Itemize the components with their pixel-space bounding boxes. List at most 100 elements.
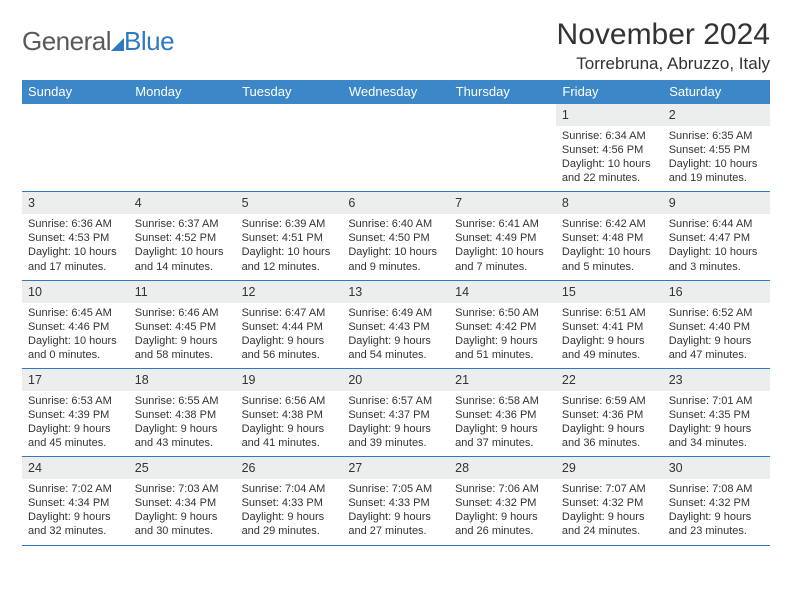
sunrise-text: Sunrise: 6:57 AM — [348, 394, 443, 408]
day-number: 16 — [663, 281, 770, 303]
sunset-text: Sunset: 4:34 PM — [135, 496, 230, 510]
daylight-text: Daylight: 10 hours and 7 minutes. — [455, 245, 550, 273]
sunset-text: Sunset: 4:49 PM — [455, 231, 550, 245]
sunrise-text: Sunrise: 6:59 AM — [562, 394, 657, 408]
sunset-text: Sunset: 4:45 PM — [135, 320, 230, 334]
calendar-week: 24Sunrise: 7:02 AMSunset: 4:34 PMDayligh… — [22, 457, 770, 545]
sunset-text: Sunset: 4:43 PM — [348, 320, 443, 334]
day-header: Tuesday — [236, 80, 343, 104]
sunrise-text: Sunrise: 6:41 AM — [455, 217, 550, 231]
logo-triangle-icon — [111, 38, 124, 51]
day-cell: 20Sunrise: 6:57 AMSunset: 4:37 PMDayligh… — [342, 369, 449, 456]
calendar-day: 28Sunrise: 7:06 AMSunset: 4:32 PMDayligh… — [449, 457, 556, 545]
logo-word-general: General — [22, 26, 111, 57]
sunset-text: Sunset: 4:44 PM — [242, 320, 337, 334]
sunset-text: Sunset: 4:37 PM — [348, 408, 443, 422]
day-cell: 3Sunrise: 6:36 AMSunset: 4:53 PMDaylight… — [22, 192, 129, 279]
calendar-day: 19Sunrise: 6:56 AMSunset: 4:38 PMDayligh… — [236, 368, 343, 456]
day-cell: 14Sunrise: 6:50 AMSunset: 4:42 PMDayligh… — [449, 281, 556, 368]
calendar-day: 18Sunrise: 6:55 AMSunset: 4:38 PMDayligh… — [129, 368, 236, 456]
calendar-day: 16Sunrise: 6:52 AMSunset: 4:40 PMDayligh… — [663, 280, 770, 368]
day-number: 4 — [129, 192, 236, 214]
day-cell: 8Sunrise: 6:42 AMSunset: 4:48 PMDaylight… — [556, 192, 663, 279]
sunset-text: Sunset: 4:47 PM — [669, 231, 764, 245]
sunrise-text: Sunrise: 6:56 AM — [242, 394, 337, 408]
calendar-day: 27Sunrise: 7:05 AMSunset: 4:33 PMDayligh… — [342, 457, 449, 545]
day-cell: 23Sunrise: 7:01 AMSunset: 4:35 PMDayligh… — [663, 369, 770, 456]
calendar-table: SundayMondayTuesdayWednesdayThursdayFrid… — [22, 80, 770, 546]
daylight-text: Daylight: 9 hours and 26 minutes. — [455, 510, 550, 538]
daylight-text: Daylight: 9 hours and 45 minutes. — [28, 422, 123, 450]
sunset-text: Sunset: 4:52 PM — [135, 231, 230, 245]
day-number: 11 — [129, 281, 236, 303]
sunset-text: Sunset: 4:32 PM — [669, 496, 764, 510]
day-number: 13 — [342, 281, 449, 303]
day-number: 7 — [449, 192, 556, 214]
daylight-text: Daylight: 9 hours and 29 minutes. — [242, 510, 337, 538]
sunset-text: Sunset: 4:38 PM — [242, 408, 337, 422]
day-cell: 6Sunrise: 6:40 AMSunset: 4:50 PMDaylight… — [342, 192, 449, 279]
day-number: 24 — [22, 457, 129, 479]
daylight-text: Daylight: 10 hours and 9 minutes. — [348, 245, 443, 273]
daylight-text: Daylight: 9 hours and 34 minutes. — [669, 422, 764, 450]
calendar-empty — [342, 104, 449, 192]
day-cell: 27Sunrise: 7:05 AMSunset: 4:33 PMDayligh… — [342, 457, 449, 544]
day-number: 19 — [236, 369, 343, 391]
sunrise-text: Sunrise: 6:40 AM — [348, 217, 443, 231]
daylight-text: Daylight: 9 hours and 49 minutes. — [562, 334, 657, 362]
calendar-empty — [449, 104, 556, 192]
day-number: 22 — [556, 369, 663, 391]
sunrise-text: Sunrise: 7:08 AM — [669, 482, 764, 496]
daylight-text: Daylight: 9 hours and 37 minutes. — [455, 422, 550, 450]
day-cell: 21Sunrise: 6:58 AMSunset: 4:36 PMDayligh… — [449, 369, 556, 456]
day-cell: 22Sunrise: 6:59 AMSunset: 4:36 PMDayligh… — [556, 369, 663, 456]
daylight-text: Daylight: 10 hours and 17 minutes. — [28, 245, 123, 273]
calendar-empty — [22, 104, 129, 192]
day-number: 9 — [663, 192, 770, 214]
daylight-text: Daylight: 9 hours and 54 minutes. — [348, 334, 443, 362]
calendar-day: 12Sunrise: 6:47 AMSunset: 4:44 PMDayligh… — [236, 280, 343, 368]
sunrise-text: Sunrise: 6:46 AM — [135, 306, 230, 320]
daylight-text: Daylight: 9 hours and 51 minutes. — [455, 334, 550, 362]
day-number: 21 — [449, 369, 556, 391]
sunset-text: Sunset: 4:46 PM — [28, 320, 123, 334]
day-cell: 16Sunrise: 6:52 AMSunset: 4:40 PMDayligh… — [663, 281, 770, 368]
sunrise-text: Sunrise: 6:39 AM — [242, 217, 337, 231]
calendar-day: 30Sunrise: 7:08 AMSunset: 4:32 PMDayligh… — [663, 457, 770, 545]
day-number: 17 — [22, 369, 129, 391]
calendar-week: 3Sunrise: 6:36 AMSunset: 4:53 PMDaylight… — [22, 192, 770, 280]
day-cell: 11Sunrise: 6:46 AMSunset: 4:45 PMDayligh… — [129, 281, 236, 368]
calendar-day: 3Sunrise: 6:36 AMSunset: 4:53 PMDaylight… — [22, 192, 129, 280]
daylight-text: Daylight: 9 hours and 36 minutes. — [562, 422, 657, 450]
calendar-day: 20Sunrise: 6:57 AMSunset: 4:37 PMDayligh… — [342, 368, 449, 456]
day-cell: 1Sunrise: 6:34 AMSunset: 4:56 PMDaylight… — [556, 104, 663, 191]
calendar-day: 4Sunrise: 6:37 AMSunset: 4:52 PMDaylight… — [129, 192, 236, 280]
sunset-text: Sunset: 4:42 PM — [455, 320, 550, 334]
daylight-text: Daylight: 10 hours and 19 minutes. — [669, 157, 764, 185]
day-cell: 26Sunrise: 7:04 AMSunset: 4:33 PMDayligh… — [236, 457, 343, 544]
daylight-text: Daylight: 9 hours and 24 minutes. — [562, 510, 657, 538]
daylight-text: Daylight: 10 hours and 3 minutes. — [669, 245, 764, 273]
day-cell: 15Sunrise: 6:51 AMSunset: 4:41 PMDayligh… — [556, 281, 663, 368]
day-cell: 19Sunrise: 6:56 AMSunset: 4:38 PMDayligh… — [236, 369, 343, 456]
daylight-text: Daylight: 10 hours and 14 minutes. — [135, 245, 230, 273]
day-number: 23 — [663, 369, 770, 391]
sunrise-text: Sunrise: 6:52 AM — [669, 306, 764, 320]
day-cell: 24Sunrise: 7:02 AMSunset: 4:34 PMDayligh… — [22, 457, 129, 544]
day-cell: 12Sunrise: 6:47 AMSunset: 4:44 PMDayligh… — [236, 281, 343, 368]
logo-word-blue: Blue — [124, 26, 174, 57]
calendar-day: 24Sunrise: 7:02 AMSunset: 4:34 PMDayligh… — [22, 457, 129, 545]
sunset-text: Sunset: 4:50 PM — [348, 231, 443, 245]
day-cell: 10Sunrise: 6:45 AMSunset: 4:46 PMDayligh… — [22, 281, 129, 368]
sunset-text: Sunset: 4:51 PM — [242, 231, 337, 245]
day-number: 14 — [449, 281, 556, 303]
day-number: 29 — [556, 457, 663, 479]
daylight-text: Daylight: 9 hours and 32 minutes. — [28, 510, 123, 538]
calendar-day: 17Sunrise: 6:53 AMSunset: 4:39 PMDayligh… — [22, 368, 129, 456]
day-header: Monday — [129, 80, 236, 104]
day-cell: 13Sunrise: 6:49 AMSunset: 4:43 PMDayligh… — [342, 281, 449, 368]
daylight-text: Daylight: 9 hours and 30 minutes. — [135, 510, 230, 538]
sunrise-text: Sunrise: 7:02 AM — [28, 482, 123, 496]
calendar-day: 23Sunrise: 7:01 AMSunset: 4:35 PMDayligh… — [663, 368, 770, 456]
sunrise-text: Sunrise: 6:47 AM — [242, 306, 337, 320]
